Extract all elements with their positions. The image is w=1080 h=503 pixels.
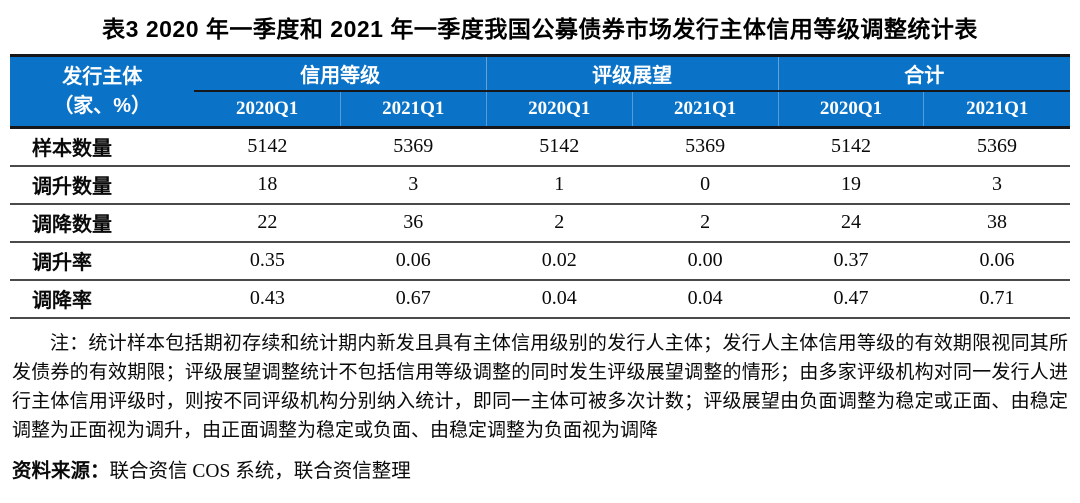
cell-value: 0.02 [486,241,633,281]
corner-header: 发行主体 （家、%） [10,55,195,128]
cell-value: 1 [486,165,633,205]
cell-value: 5142 [194,127,341,167]
row-label-downgrade-rate: 调降率 [10,279,195,319]
table-body: 样本数量 5142 5369 5142 5369 5142 5369 调升数量 … [10,127,1070,319]
group-header-rating-outlook: 评级展望 [485,55,779,92]
cell-value: 3 [340,165,487,205]
col-header-total-2021q1: 2021Q1 [923,91,1070,128]
cell-value: 2 [632,203,779,243]
cell-value: 0.71 [923,279,1070,319]
cell-value: 18 [194,165,341,205]
quarter-header-row: 2020Q1 2021Q1 2020Q1 2021Q1 2020Q1 2021Q… [10,91,1070,128]
cell-value: 5369 [632,127,779,167]
col-header-credit-2020q1: 2020Q1 [194,91,341,128]
cell-value: 22 [194,203,341,243]
cell-value: 2 [486,203,633,243]
corner-header-line2: （家、%） [53,94,152,117]
cell-value: 5142 [778,127,924,167]
cell-value: 0.06 [923,241,1070,281]
table-row: 调降数量 22 36 2 2 24 38 [10,203,1070,243]
table-title: 表3 2020 年一季度和 2021 年一季度我国公募债券市场发行主体信用等级调… [102,16,978,42]
data-source-label: 资料来源： [12,460,110,482]
table-footnote: 注：统计样本包括期初存续和统计期内新发且具有主体信用级别的发行人主体；发行人主体… [12,332,1068,441]
group-header-row: 发行主体 （家、%） 信用等级 评级展望 合计 [10,55,1070,128]
cell-value: 0.06 [340,241,487,281]
col-header-credit-2021q1: 2021Q1 [339,91,487,128]
data-source-text: 联合资信 COS 系统，联合资信整理 [109,460,411,482]
group-header-total: 合计 [777,55,1070,92]
cell-value: 0.35 [194,241,341,281]
table-row: 调降率 0.43 0.67 0.04 0.04 0.47 0.71 [10,279,1070,319]
cell-value: 5142 [486,127,633,167]
table-row: 调升率 0.35 0.06 0.02 0.00 0.37 0.06 [10,241,1070,281]
cell-value: 24 [778,203,924,243]
col-header-outlook-2021q1: 2021Q1 [631,91,779,128]
table-header: 发行主体 （家、%） 信用等级 评级展望 合计 2020Q1 2021Q1 20… [10,55,1070,128]
data-source-line: 资料来源：联合资信 COS 系统，联合资信整理 [10,454,1070,483]
col-header-total-2020q1: 2020Q1 [777,91,924,128]
row-label-upgrade-count: 调升数量 [10,165,195,205]
cell-value: 0.04 [632,279,779,319]
cell-value: 38 [923,203,1070,243]
corner-header-line1: 发行主体 [62,65,143,88]
cell-value: 0.43 [194,279,341,319]
cell-value: 0.04 [486,279,633,319]
cell-value: 36 [340,203,487,243]
cell-value: 0.37 [778,241,924,281]
col-header-outlook-2020q1: 2020Q1 [485,91,633,128]
rating-adjustment-table: 发行主体 （家、%） 信用等级 评级展望 合计 2020Q1 2021Q1 20… [10,54,1070,319]
cell-value: 3 [923,165,1070,205]
row-label-upgrade-rate: 调升率 [10,241,195,281]
cell-value: 0 [632,165,779,205]
cell-value: 19 [778,165,924,205]
row-label-sample-count: 样本数量 [10,127,195,167]
group-header-credit-rating: 信用等级 [194,55,487,92]
row-label-downgrade-count: 调降数量 [10,203,195,243]
cell-value: 0.47 [778,279,924,319]
table-row: 样本数量 5142 5369 5142 5369 5142 5369 [10,127,1070,167]
cell-value: 5369 [340,127,487,167]
table-row: 调升数量 18 3 1 0 19 3 [10,165,1070,205]
cell-value: 0.00 [632,241,779,281]
cell-value: 5369 [923,127,1070,167]
cell-value: 0.67 [340,279,487,319]
